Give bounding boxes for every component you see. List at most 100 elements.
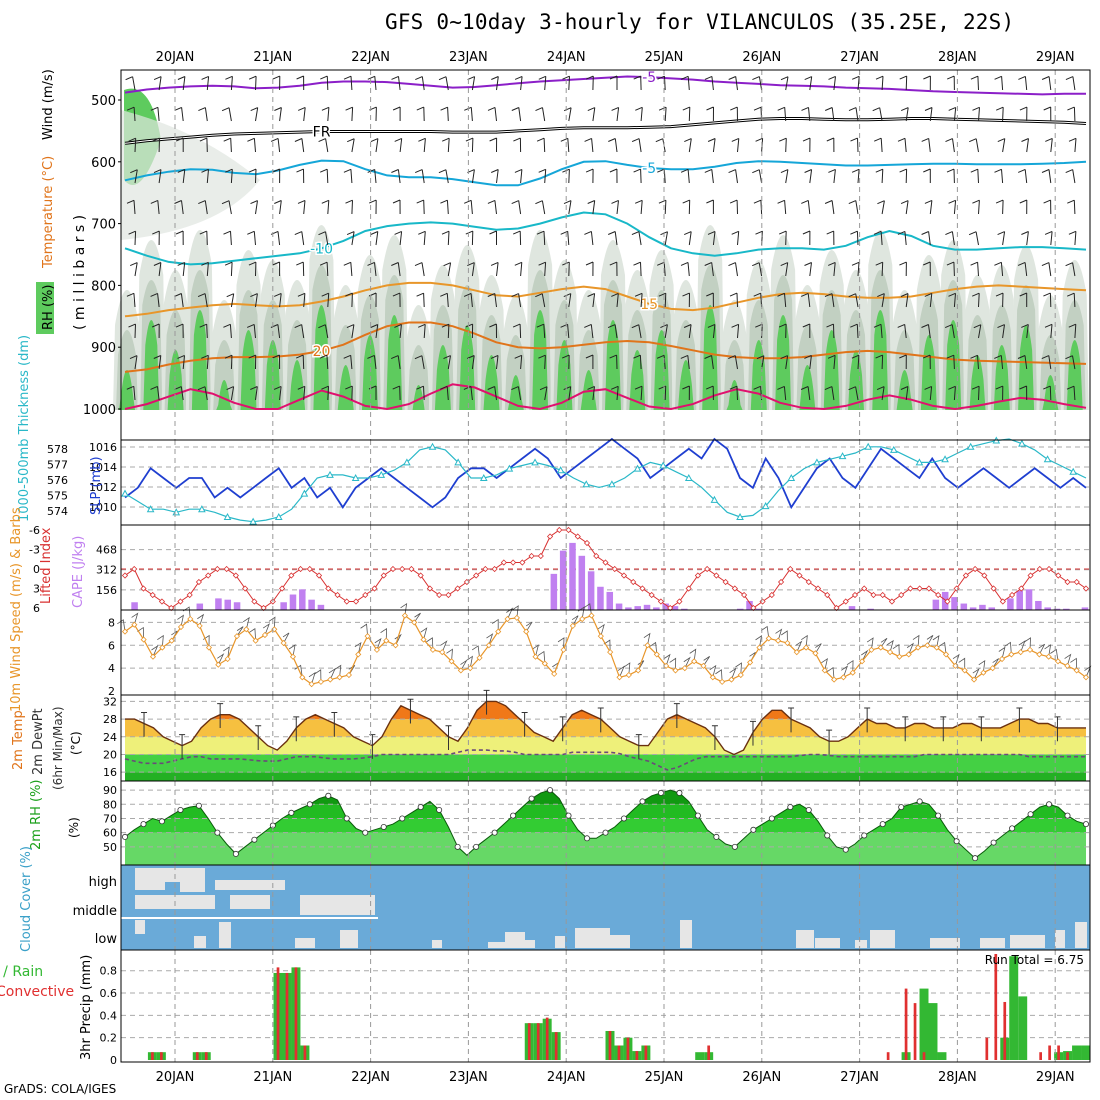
wind-barb — [199, 137, 208, 153]
li-marker — [694, 572, 701, 579]
wind-speed-marker — [914, 644, 922, 651]
rh-marker — [177, 806, 184, 813]
wind-barb — [1019, 385, 1028, 401]
thickness-marker — [659, 461, 668, 469]
precip-convective-bar — [204, 1052, 208, 1060]
cape-bar — [1053, 608, 1061, 610]
cloud-gap — [1075, 922, 1087, 948]
wind-barb — [296, 354, 305, 370]
rh-marker — [787, 804, 794, 811]
li-marker — [630, 578, 637, 586]
surface-wind-barb — [223, 646, 230, 660]
wind-barb — [391, 355, 401, 370]
axis-tick-label: 576 — [47, 474, 68, 487]
li-marker — [953, 585, 960, 592]
wind-barb — [634, 385, 643, 401]
cloud-gap — [215, 880, 285, 890]
cape-bar — [196, 603, 204, 610]
li-marker — [935, 591, 942, 599]
wind-barb — [631, 138, 642, 153]
li-marker — [907, 585, 914, 592]
wind-barb — [270, 230, 281, 246]
temp-contour-label: -10 — [310, 241, 333, 257]
cape-bar — [736, 608, 744, 610]
wind-barb — [970, 75, 979, 91]
rh-marker — [824, 832, 831, 839]
minmax-bar — [673, 703, 680, 728]
wind-barb — [224, 354, 233, 370]
precip-convective-bar — [994, 954, 998, 1060]
wind-barb — [683, 324, 692, 339]
wind-barb — [704, 355, 714, 370]
wind-barb — [875, 75, 884, 91]
thickness-marker — [300, 489, 309, 497]
rh-band-mid — [504, 335, 527, 410]
surface-wind-barb — [282, 632, 290, 644]
wind-barb — [609, 261, 618, 277]
cloud-level-label: low — [95, 932, 118, 947]
wind-barb — [850, 137, 859, 153]
wind-barb — [370, 138, 379, 153]
legend-wind: Wind (m/s) — [41, 69, 56, 140]
minmax-bar — [749, 720, 756, 746]
precip-total-bar — [919, 988, 929, 1060]
wind-barb — [994, 75, 1004, 91]
cape-bar — [233, 602, 241, 610]
li-marker — [685, 585, 692, 592]
wind-barb — [587, 107, 596, 122]
axis-tick-label: 2 — [108, 685, 115, 698]
rh-band-green — [240, 330, 257, 410]
wind-barb — [177, 354, 185, 370]
li-marker — [842, 598, 849, 605]
thickness-marker — [1018, 439, 1026, 447]
wind-barb — [514, 261, 523, 277]
wind-barb — [297, 199, 306, 215]
cape-bar — [1063, 608, 1070, 610]
date-label-bottom: 24JAN — [547, 1070, 586, 1085]
rh-band-green — [823, 330, 840, 410]
wind-speed-marker — [289, 653, 297, 660]
wind-barb — [778, 323, 787, 339]
cape-bar — [643, 604, 651, 610]
surface-wind-barb — [137, 626, 145, 640]
minmax-bar — [141, 711, 148, 737]
li-marker — [676, 598, 683, 605]
precip-convective-bar — [536, 1023, 540, 1060]
cloud-gap — [1010, 935, 1045, 948]
li-marker — [796, 572, 803, 579]
li-marker — [1082, 585, 1090, 592]
wind-speed-marker — [793, 649, 800, 656]
wind-barb — [298, 106, 306, 122]
wind-barb — [584, 323, 594, 339]
wind-barb — [177, 261, 186, 277]
wind-barb — [514, 168, 523, 184]
cape-bar — [550, 573, 558, 610]
wind-barb — [780, 169, 789, 184]
li-marker — [436, 591, 443, 599]
wind-speed-marker — [784, 639, 791, 647]
precip-total-bar — [1072, 1045, 1082, 1060]
wind-barb — [633, 354, 642, 370]
cape-bar — [308, 599, 315, 610]
wind-speed-marker — [877, 644, 884, 651]
wind-barb — [174, 200, 184, 215]
wind-barb — [465, 323, 474, 339]
cape-bar — [988, 607, 996, 610]
wind-barb — [394, 137, 403, 153]
wind-barb — [1065, 262, 1076, 277]
li-marker — [583, 539, 591, 547]
axis-label-rh: 2m RH (%) — [29, 779, 44, 850]
wind-barb — [223, 323, 232, 339]
date-label-bottom: 22JAN — [351, 1070, 390, 1085]
wind-barb — [440, 385, 449, 401]
wind-barb — [250, 107, 259, 122]
li-marker — [186, 591, 193, 599]
wind-barb — [345, 106, 354, 122]
wind-barb — [682, 106, 691, 122]
wind-barb — [777, 199, 787, 215]
wind-barb — [948, 292, 956, 308]
wind-barb — [802, 230, 811, 246]
axis-tick-label: 468 — [96, 544, 117, 557]
surface-wind-barb — [597, 623, 605, 637]
axis-tick-label: 32 — [103, 695, 117, 708]
